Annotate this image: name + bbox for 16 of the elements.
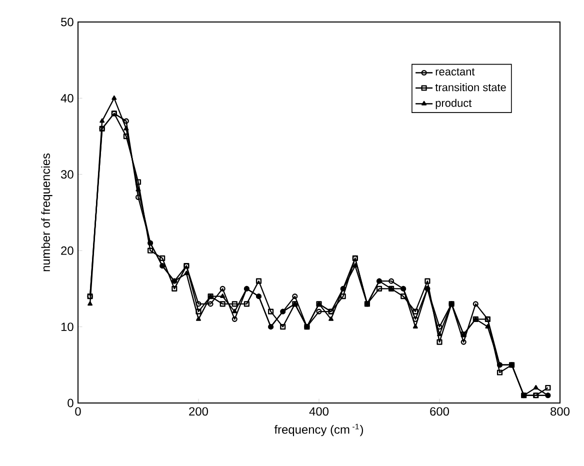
y-tick-label: 50: [61, 18, 74, 26]
legend-label: transition state: [435, 83, 506, 92]
x-tick-label: 400: [309, 407, 329, 416]
x-axis-title: frequency (cm $^{-1}$): [274, 424, 364, 436]
y-tick-label: 0: [68, 398, 74, 408]
x-tick-label: 0: [75, 407, 81, 416]
y-tick-label: 30: [60, 170, 74, 179]
x-tick-label: 200: [189, 407, 208, 416]
y-tick-label: 10: [61, 322, 74, 332]
legend-label: reactant: [436, 68, 475, 76]
y-tick-label: 40: [60, 94, 74, 102]
y-tick-label: 20: [61, 246, 74, 255]
y-axis-title: number of frequencies: [41, 153, 52, 272]
x-tick-label: 600: [430, 407, 450, 416]
x-tick-label: 800: [550, 407, 570, 416]
legend-label: product: [436, 98, 472, 110]
